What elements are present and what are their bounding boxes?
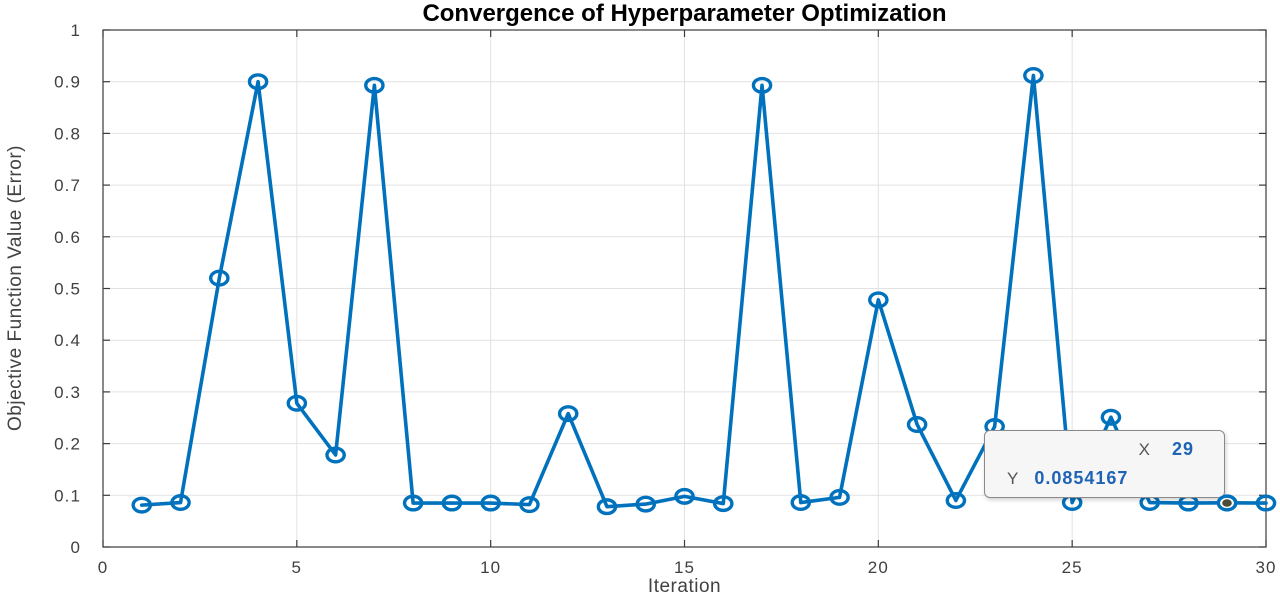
- x-axis-title: Iteration: [647, 576, 722, 597]
- y-tick-label: 0.6: [54, 228, 81, 247]
- x-tick-label: 15: [674, 558, 695, 577]
- y-axis-title: Objective Function Value (Error): [5, 145, 26, 431]
- data-point-marker[interactable]: [674, 487, 695, 505]
- data-point-marker[interactable]: [247, 73, 269, 91]
- data-point-marker[interactable]: [170, 494, 191, 512]
- data-point-marker[interactable]: [906, 415, 928, 433]
- x-tick-label: 30: [1255, 558, 1276, 577]
- data-point-marker[interactable]: [286, 394, 308, 412]
- y-tick-label: 0.1: [54, 486, 81, 505]
- data-point-marker[interactable]: [868, 291, 889, 309]
- data-point-marker[interactable]: [480, 494, 501, 512]
- y-tick-label: 1: [70, 21, 81, 40]
- x-tick-label: 5: [292, 558, 303, 577]
- data-point-marker[interactable]: [441, 494, 463, 512]
- y-tick-label: 0.8: [54, 124, 81, 143]
- datatip-y-row: Y 0.0854167: [985, 468, 1224, 489]
- data-point-marker[interactable]: [364, 76, 385, 94]
- data-point-marker[interactable]: [790, 494, 812, 512]
- data-point-marker[interactable]: [829, 488, 850, 506]
- y-tick-label: 0.3: [54, 383, 81, 402]
- chart-title: Convergence of Hyperparameter Optimizati…: [422, 0, 947, 27]
- datatip-x-row: X 29: [985, 439, 1224, 460]
- x-tick-label: 10: [480, 558, 501, 577]
- y-tick-label: 0: [70, 538, 81, 557]
- y-tick-label: 0.2: [54, 435, 81, 454]
- datatip-y-value: 0.0854167: [1034, 468, 1129, 488]
- datatip[interactable]: X 29 Y 0.0854167: [984, 430, 1225, 498]
- data-point-marker[interactable]: [1023, 66, 1044, 84]
- data-point-marker[interactable]: [635, 495, 657, 513]
- data-point-marker[interactable]: [325, 446, 346, 464]
- datatip-x-label: X: [1138, 439, 1150, 459]
- x-tick-label: 0: [98, 558, 109, 577]
- selected-marker-dot: [1222, 499, 1233, 507]
- data-point-marker[interactable]: [519, 496, 540, 514]
- x-tick-label: 20: [868, 558, 889, 577]
- data-point-marker[interactable]: [596, 498, 618, 516]
- datatip-y-label: Y: [1007, 468, 1019, 488]
- data-point-marker[interactable]: [557, 405, 579, 423]
- data-point-marker[interactable]: [712, 495, 734, 513]
- y-tick-label: 0.9: [54, 73, 81, 92]
- y-tick-label: 0.5: [54, 280, 81, 299]
- data-point-marker[interactable]: [208, 269, 230, 287]
- y-tick-label: 0.7: [54, 176, 81, 195]
- datatip-x-value: 29: [1171, 439, 1194, 459]
- data-point-marker[interactable]: [1255, 494, 1277, 512]
- data-point-marker[interactable]: [131, 496, 153, 514]
- y-tick-label: 0.4: [54, 331, 81, 350]
- data-point-marker[interactable]: [1100, 408, 1122, 426]
- data-point-marker[interactable]: [945, 491, 967, 509]
- data-point-marker[interactable]: [402, 494, 424, 512]
- x-tick-label: 25: [1062, 558, 1083, 577]
- selected-data-point-marker[interactable]: [1205, 486, 1249, 520]
- data-point-marker[interactable]: [751, 76, 773, 94]
